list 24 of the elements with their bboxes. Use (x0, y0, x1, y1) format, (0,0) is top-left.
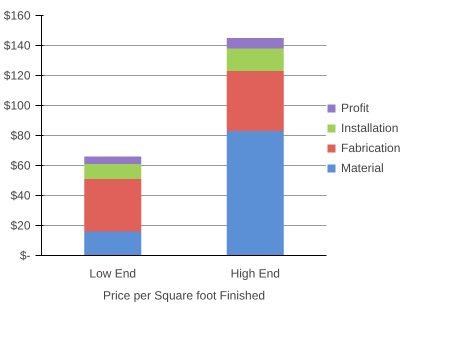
bar (226, 48, 284, 71)
bar (84, 156, 142, 164)
legend-label: Fabrication (341, 141, 400, 155)
legend-label: Installation (341, 121, 398, 135)
y-tick-label: $20 (10, 218, 31, 232)
bar (84, 232, 142, 256)
legend-label: Profit (341, 101, 370, 115)
y-tick-label: $60 (10, 158, 31, 172)
x-axis-title: Price per Square foot Finished (102, 288, 266, 302)
x-tick-label: Low End (89, 266, 136, 280)
x-tick-label: High End (230, 266, 280, 280)
bar (84, 164, 142, 179)
legend-label: Material (341, 161, 384, 175)
bar (226, 131, 284, 256)
bar (84, 179, 142, 232)
y-tick-label: $- (20, 248, 31, 262)
y-tick-label: $80 (10, 128, 31, 142)
y-tick-label: $40 (10, 188, 31, 202)
y-tick-label: $120 (4, 68, 31, 82)
bar (226, 71, 284, 131)
bar (226, 38, 284, 48)
y-tick-label: $160 (4, 8, 31, 22)
y-tick-label: $140 (4, 38, 31, 52)
y-tick-label: $100 (4, 98, 31, 112)
